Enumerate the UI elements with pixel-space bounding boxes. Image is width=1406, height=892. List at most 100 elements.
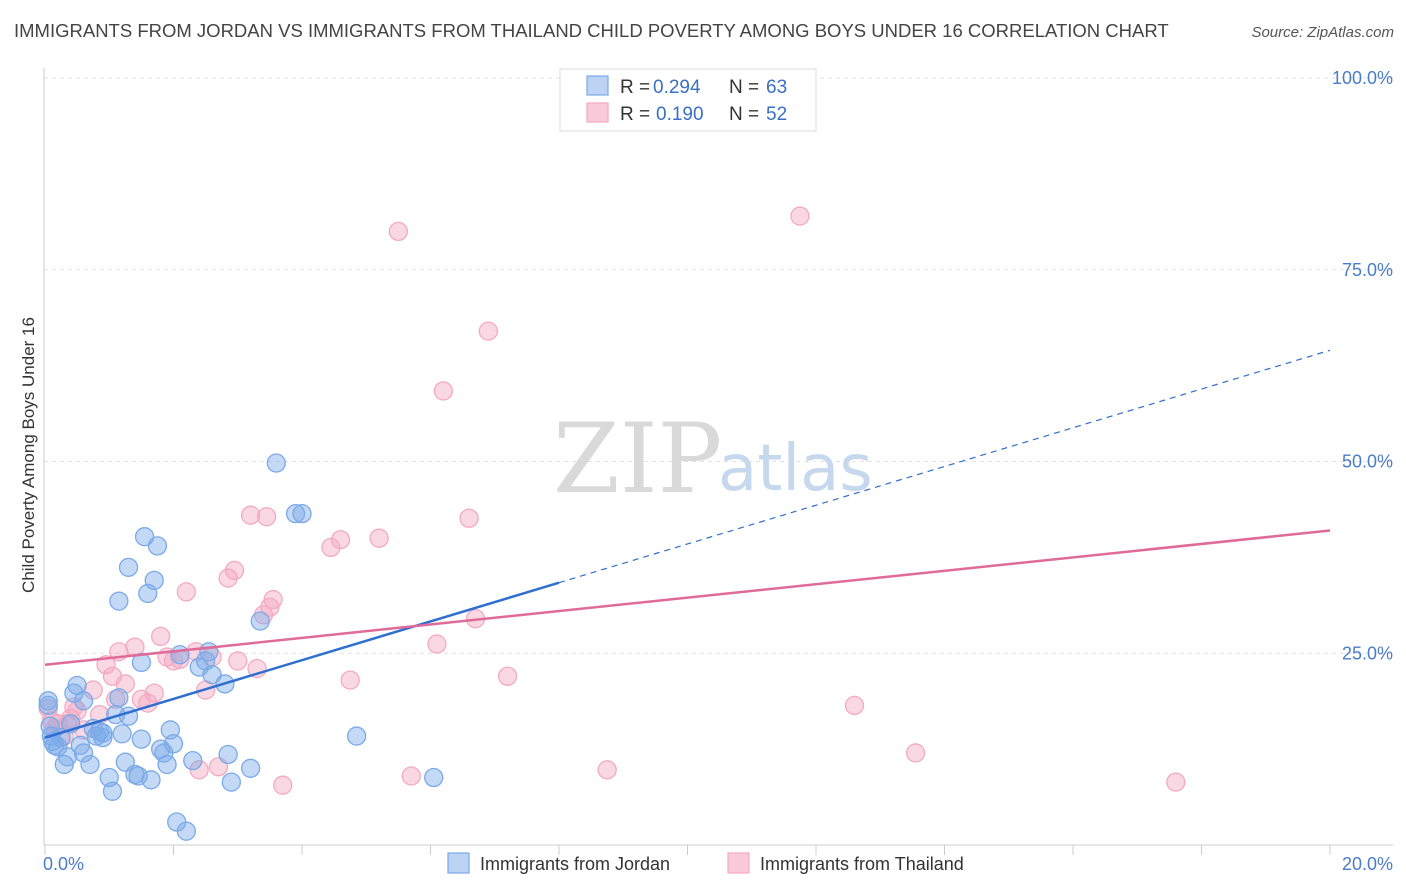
data-point [321, 537, 341, 558]
data-point [93, 727, 113, 748]
data-point [144, 683, 164, 703]
data-point [150, 626, 171, 647]
data-point [38, 695, 58, 716]
x-tick-label: 20.0% [1342, 854, 1393, 874]
data-point [141, 770, 161, 790]
data-point [401, 766, 421, 786]
data-point [427, 634, 447, 654]
data-point [266, 453, 286, 473]
legend-box: R = 0.294 N = 63 R = 0.190 N = 52 [559, 68, 817, 132]
chart-title: IMMIGRANTS FROM JORDAN VS IMMIGRANTS FRO… [14, 20, 1169, 41]
data-point [388, 221, 409, 242]
legend-n-value-jordan: 63 [766, 77, 787, 98]
data-point [228, 651, 248, 671]
data-point [218, 744, 238, 765]
trend-line-jordan-extension [558, 349, 1331, 584]
data-point [102, 781, 123, 801]
data-point [292, 504, 312, 524]
data-point [109, 591, 129, 611]
data-point [61, 708, 81, 729]
data-point [497, 666, 518, 686]
data-point [109, 688, 129, 708]
source-label: Source: ZipAtlas.com [1251, 24, 1394, 41]
legend-swatch-thailand [586, 102, 609, 123]
data-point [340, 670, 360, 690]
series-thailand-points [38, 206, 1186, 795]
trend-line-thailand [44, 529, 1331, 666]
data-point [170, 645, 190, 665]
bottom-legend-swatch-thailand [727, 852, 750, 874]
data-point [112, 724, 132, 744]
data-point [263, 589, 283, 610]
y-tick-label: 75.0% [1342, 260, 1393, 280]
series-jordan-points [38, 453, 444, 841]
legend-n-value-thailand: 52 [766, 104, 787, 125]
data-point [131, 729, 152, 749]
legend-r-label-thailand: R = [620, 104, 650, 125]
data-point [346, 726, 367, 746]
data-point [1166, 772, 1186, 792]
data-point [96, 655, 116, 675]
grid-lines [44, 77, 1393, 654]
legend-r-value-jordan: 0.294 [653, 77, 701, 98]
legend-n-label-jordan: N = [729, 77, 759, 98]
watermark-atlas: atlas [718, 432, 873, 506]
data-point [176, 821, 197, 841]
data-point [844, 695, 865, 716]
data-point [224, 560, 245, 581]
data-point [240, 758, 261, 778]
trend-line-jordan [44, 581, 560, 739]
bottom-legend: Immigrants from Jordan Immigrants from T… [447, 852, 964, 874]
data-point [73, 743, 94, 763]
y-tick-label: 25.0% [1342, 643, 1393, 663]
data-point [459, 508, 479, 528]
y-tick-labels: 25.0% 50.0% 75.0% 100.0% [1332, 68, 1393, 663]
data-point [285, 504, 306, 524]
data-point [240, 505, 261, 525]
trend-lines [44, 349, 1331, 739]
data-point [183, 750, 203, 771]
watermark-zip: ZIP [553, 403, 722, 515]
data-point [163, 734, 184, 754]
data-point [44, 735, 65, 755]
data-point [905, 743, 926, 763]
legend-swatch-jordan [586, 75, 609, 96]
data-point [106, 689, 126, 709]
data-point [250, 611, 270, 631]
data-point [597, 760, 617, 780]
data-point [176, 582, 197, 602]
watermark: ZIP atlas [553, 403, 873, 515]
y-axis-label: Child Poverty Among Boys Under 16 [19, 317, 38, 593]
bottom-legend-swatch-jordan [447, 852, 470, 874]
data-point [218, 568, 238, 588]
data-point [257, 507, 277, 527]
data-point [147, 536, 168, 556]
data-point [93, 723, 113, 743]
data-point [330, 530, 351, 550]
x-tick-labels: 0.0% 20.0% [43, 854, 1393, 874]
data-point [478, 321, 498, 341]
legend-n-label-thailand: N = [729, 104, 759, 125]
data-point [57, 747, 78, 767]
y-tick-label: 50.0% [1342, 452, 1393, 472]
legend-r-value-thailand: 0.190 [656, 104, 704, 125]
legend-r-label-jordan: R = [620, 77, 650, 98]
data-point [369, 528, 389, 548]
data-point [38, 691, 58, 711]
data-point [157, 754, 177, 775]
data-point [199, 642, 219, 662]
data-point [433, 381, 454, 401]
bottom-legend-label-jordan: Immigrants from Jordan [480, 854, 670, 874]
data-point [273, 775, 293, 795]
data-point [144, 570, 164, 591]
bottom-legend-label-thailand: Immigrants from Thailand [760, 854, 964, 874]
data-point [118, 557, 139, 577]
data-point [80, 754, 100, 775]
x-tick-label: 0.0% [43, 854, 84, 874]
y-tick-label: 100.0% [1332, 68, 1393, 88]
data-point [424, 767, 444, 788]
data-point [790, 206, 810, 226]
data-point [221, 772, 241, 792]
data-point [73, 691, 94, 711]
